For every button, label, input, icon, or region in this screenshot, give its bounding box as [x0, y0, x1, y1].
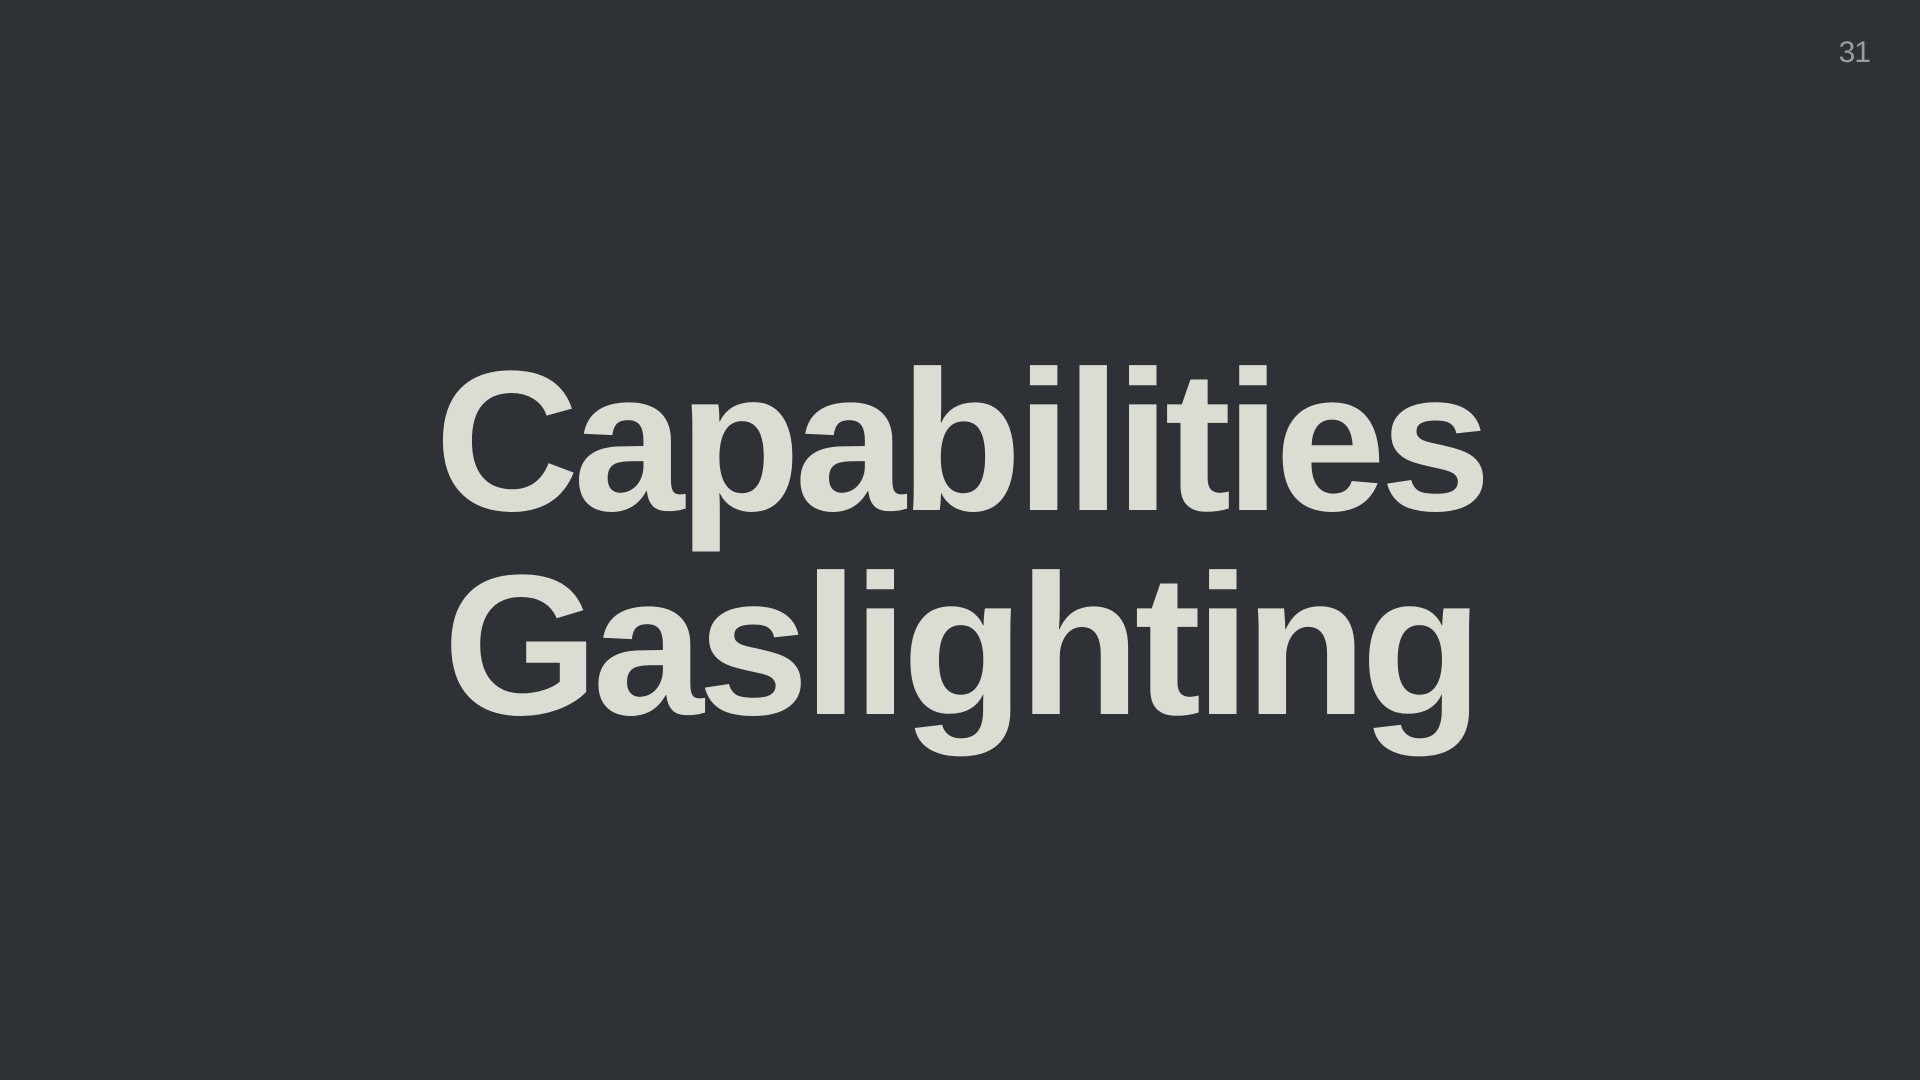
page-number: 31: [1838, 36, 1871, 69]
title-line-2: Gaslighting: [443, 534, 1483, 757]
title-line-1: Capabilities: [434, 330, 1492, 553]
slide-title: Capabilities Gaslighting: [0, 340, 1920, 748]
